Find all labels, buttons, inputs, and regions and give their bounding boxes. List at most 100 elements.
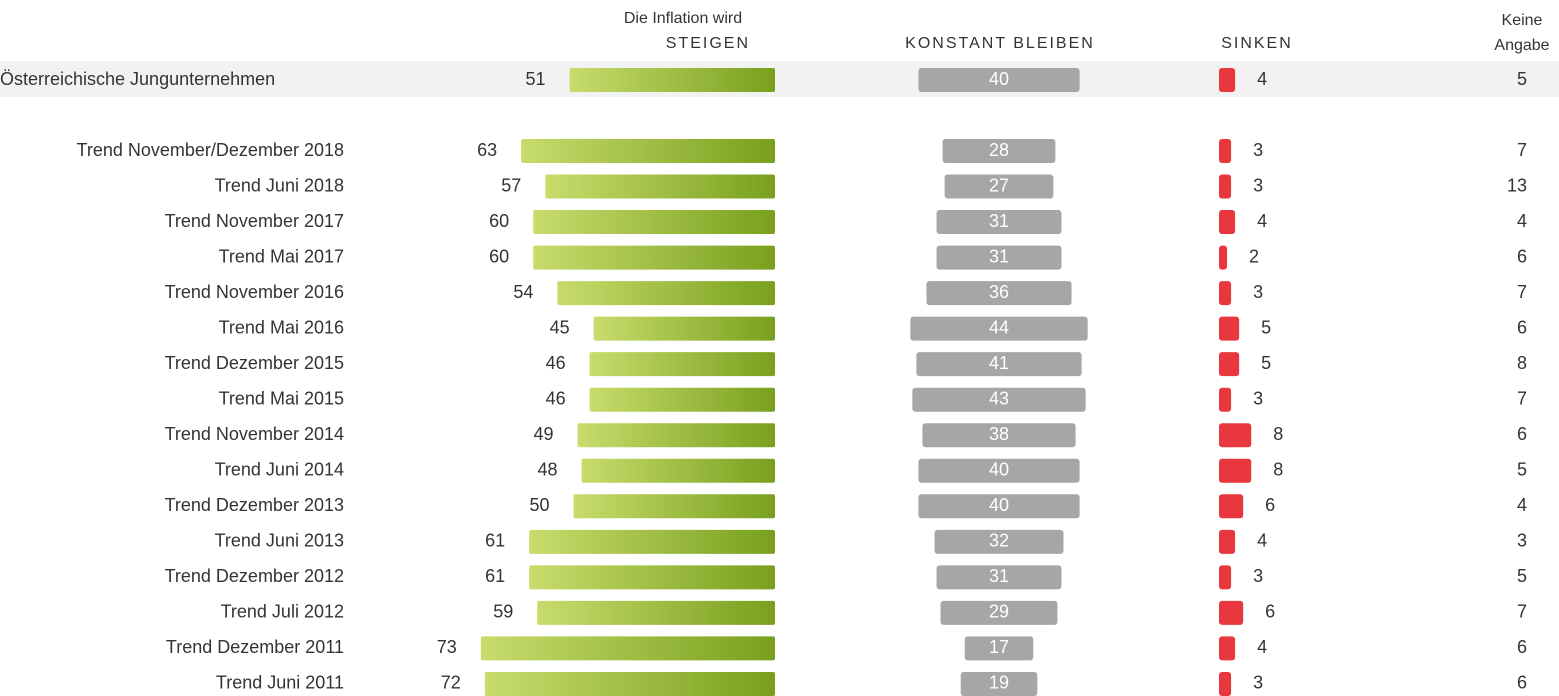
value-label: 28 (989, 140, 1009, 160)
bar-konstant (918, 494, 1080, 519)
value-label: 6 (1517, 673, 1527, 693)
bar-sinken (1219, 245, 1228, 270)
bar-steigen (533, 210, 775, 235)
value-label: 59 (493, 602, 513, 622)
bar-sinken (1219, 529, 1236, 554)
value-label: 5 (1517, 460, 1527, 480)
value-label: 36 (989, 282, 1009, 302)
value-label: 60 (489, 211, 509, 231)
value-label: 4 (1517, 495, 1527, 515)
value-label: 4 (1257, 637, 1267, 657)
bar-konstant (922, 423, 1076, 448)
bar-steigen (521, 139, 775, 163)
value-label: 7 (1517, 602, 1527, 622)
value-label: 6 (1517, 246, 1527, 266)
bar-konstant (918, 458, 1080, 483)
value-label: 61 (485, 531, 505, 551)
highlight-row (0, 61, 1559, 97)
value-label: 3 (1253, 566, 1263, 586)
row-label: Trend Mai 2015 (219, 388, 344, 408)
value-label: 50 (529, 495, 549, 515)
header-sinken: SINKEN (1221, 35, 1293, 52)
value-label: 27 (989, 175, 1009, 195)
bar-konstant (918, 68, 1080, 92)
value-label: 4 (1517, 211, 1527, 231)
row-label: Trend Dezember 2011 (166, 637, 344, 657)
value-label: 45 (550, 317, 570, 337)
value-label: 7 (1517, 282, 1527, 302)
value-label: 3 (1253, 673, 1263, 693)
value-label: 7 (1517, 388, 1527, 408)
value-label: 60 (489, 246, 509, 266)
value-label: 3 (1253, 282, 1263, 302)
header-keine-angabe: Keine Angabe (1494, 12, 1550, 54)
value-label: 5 (1261, 317, 1271, 337)
bar-sinken (1219, 671, 1232, 696)
value-label: 3 (1253, 175, 1263, 195)
bar-steigen (557, 281, 775, 306)
value-label: 4 (1257, 531, 1267, 551)
value-label: 7 (1517, 140, 1527, 160)
row-label: Trend November 2014 (165, 424, 344, 444)
value-label: 6 (1265, 495, 1275, 515)
value-label: 8 (1273, 424, 1283, 444)
value-label: 19 (989, 673, 1009, 693)
header-title: Die Inflation wird (624, 10, 742, 27)
bar-konstant (936, 565, 1062, 590)
bar-steigen (573, 494, 775, 519)
value-label: 43 (989, 388, 1009, 408)
bar-steigen (581, 458, 775, 483)
bar-steigen (529, 529, 775, 554)
bar-konstant (940, 600, 1058, 625)
row-label: Trend November/Dezember 2018 (77, 140, 344, 160)
bar-sinken (1219, 281, 1232, 306)
row-label: Trend Juni 2013 (215, 531, 344, 551)
value-label: 3 (1517, 531, 1527, 551)
row-label: Österreichische Jungunternehmen (0, 69, 275, 89)
bar-steigen (529, 565, 775, 590)
bar-steigen (480, 636, 775, 661)
value-label: 73 (437, 637, 457, 657)
row-label: Trend Dezember 2013 (165, 495, 344, 515)
header-steigen: STEIGEN (666, 35, 750, 52)
value-label: 4 (1257, 69, 1267, 89)
value-label: 31 (989, 246, 1009, 266)
bar-steigen (533, 245, 775, 270)
bar-konstant (916, 352, 1082, 377)
value-label: 63 (477, 140, 497, 160)
bar-konstant (910, 316, 1088, 341)
row-label: Trend Juni 2018 (215, 175, 344, 195)
row-label: Trend Juli 2012 (221, 602, 344, 622)
row-label: Trend Dezember 2015 (165, 353, 344, 373)
bar-konstant (912, 387, 1086, 412)
value-label: 72 (441, 673, 461, 693)
bar-sinken (1219, 387, 1232, 412)
value-label: 6 (1517, 637, 1527, 657)
value-label: 5 (1517, 566, 1527, 586)
value-label: 6 (1517, 424, 1527, 444)
row-label: Trend Juni 2011 (216, 673, 344, 693)
bar-sinken (1219, 423, 1252, 448)
bar-konstant (936, 245, 1062, 270)
value-label: 29 (989, 602, 1009, 622)
value-label: 61 (485, 566, 505, 586)
value-label: 44 (989, 317, 1009, 337)
value-label: 5 (1261, 353, 1271, 373)
bar-steigen (569, 68, 775, 92)
value-label: 13 (1507, 175, 1527, 195)
value-label: 2 (1249, 246, 1259, 266)
bar-konstant (960, 671, 1038, 696)
bar-steigen (484, 671, 775, 696)
row-label: Trend Mai 2017 (219, 246, 344, 266)
bar-sinken (1219, 139, 1232, 163)
value-label: 51 (525, 69, 545, 89)
value-label: 48 (538, 460, 558, 480)
header-konstant: KONSTANT BLEIBEN (905, 35, 1095, 52)
bar-sinken (1219, 174, 1232, 199)
value-label: 6 (1517, 317, 1527, 337)
bar-konstant (926, 281, 1072, 306)
value-label: 32 (989, 531, 1009, 551)
value-label: 8 (1273, 460, 1283, 480)
